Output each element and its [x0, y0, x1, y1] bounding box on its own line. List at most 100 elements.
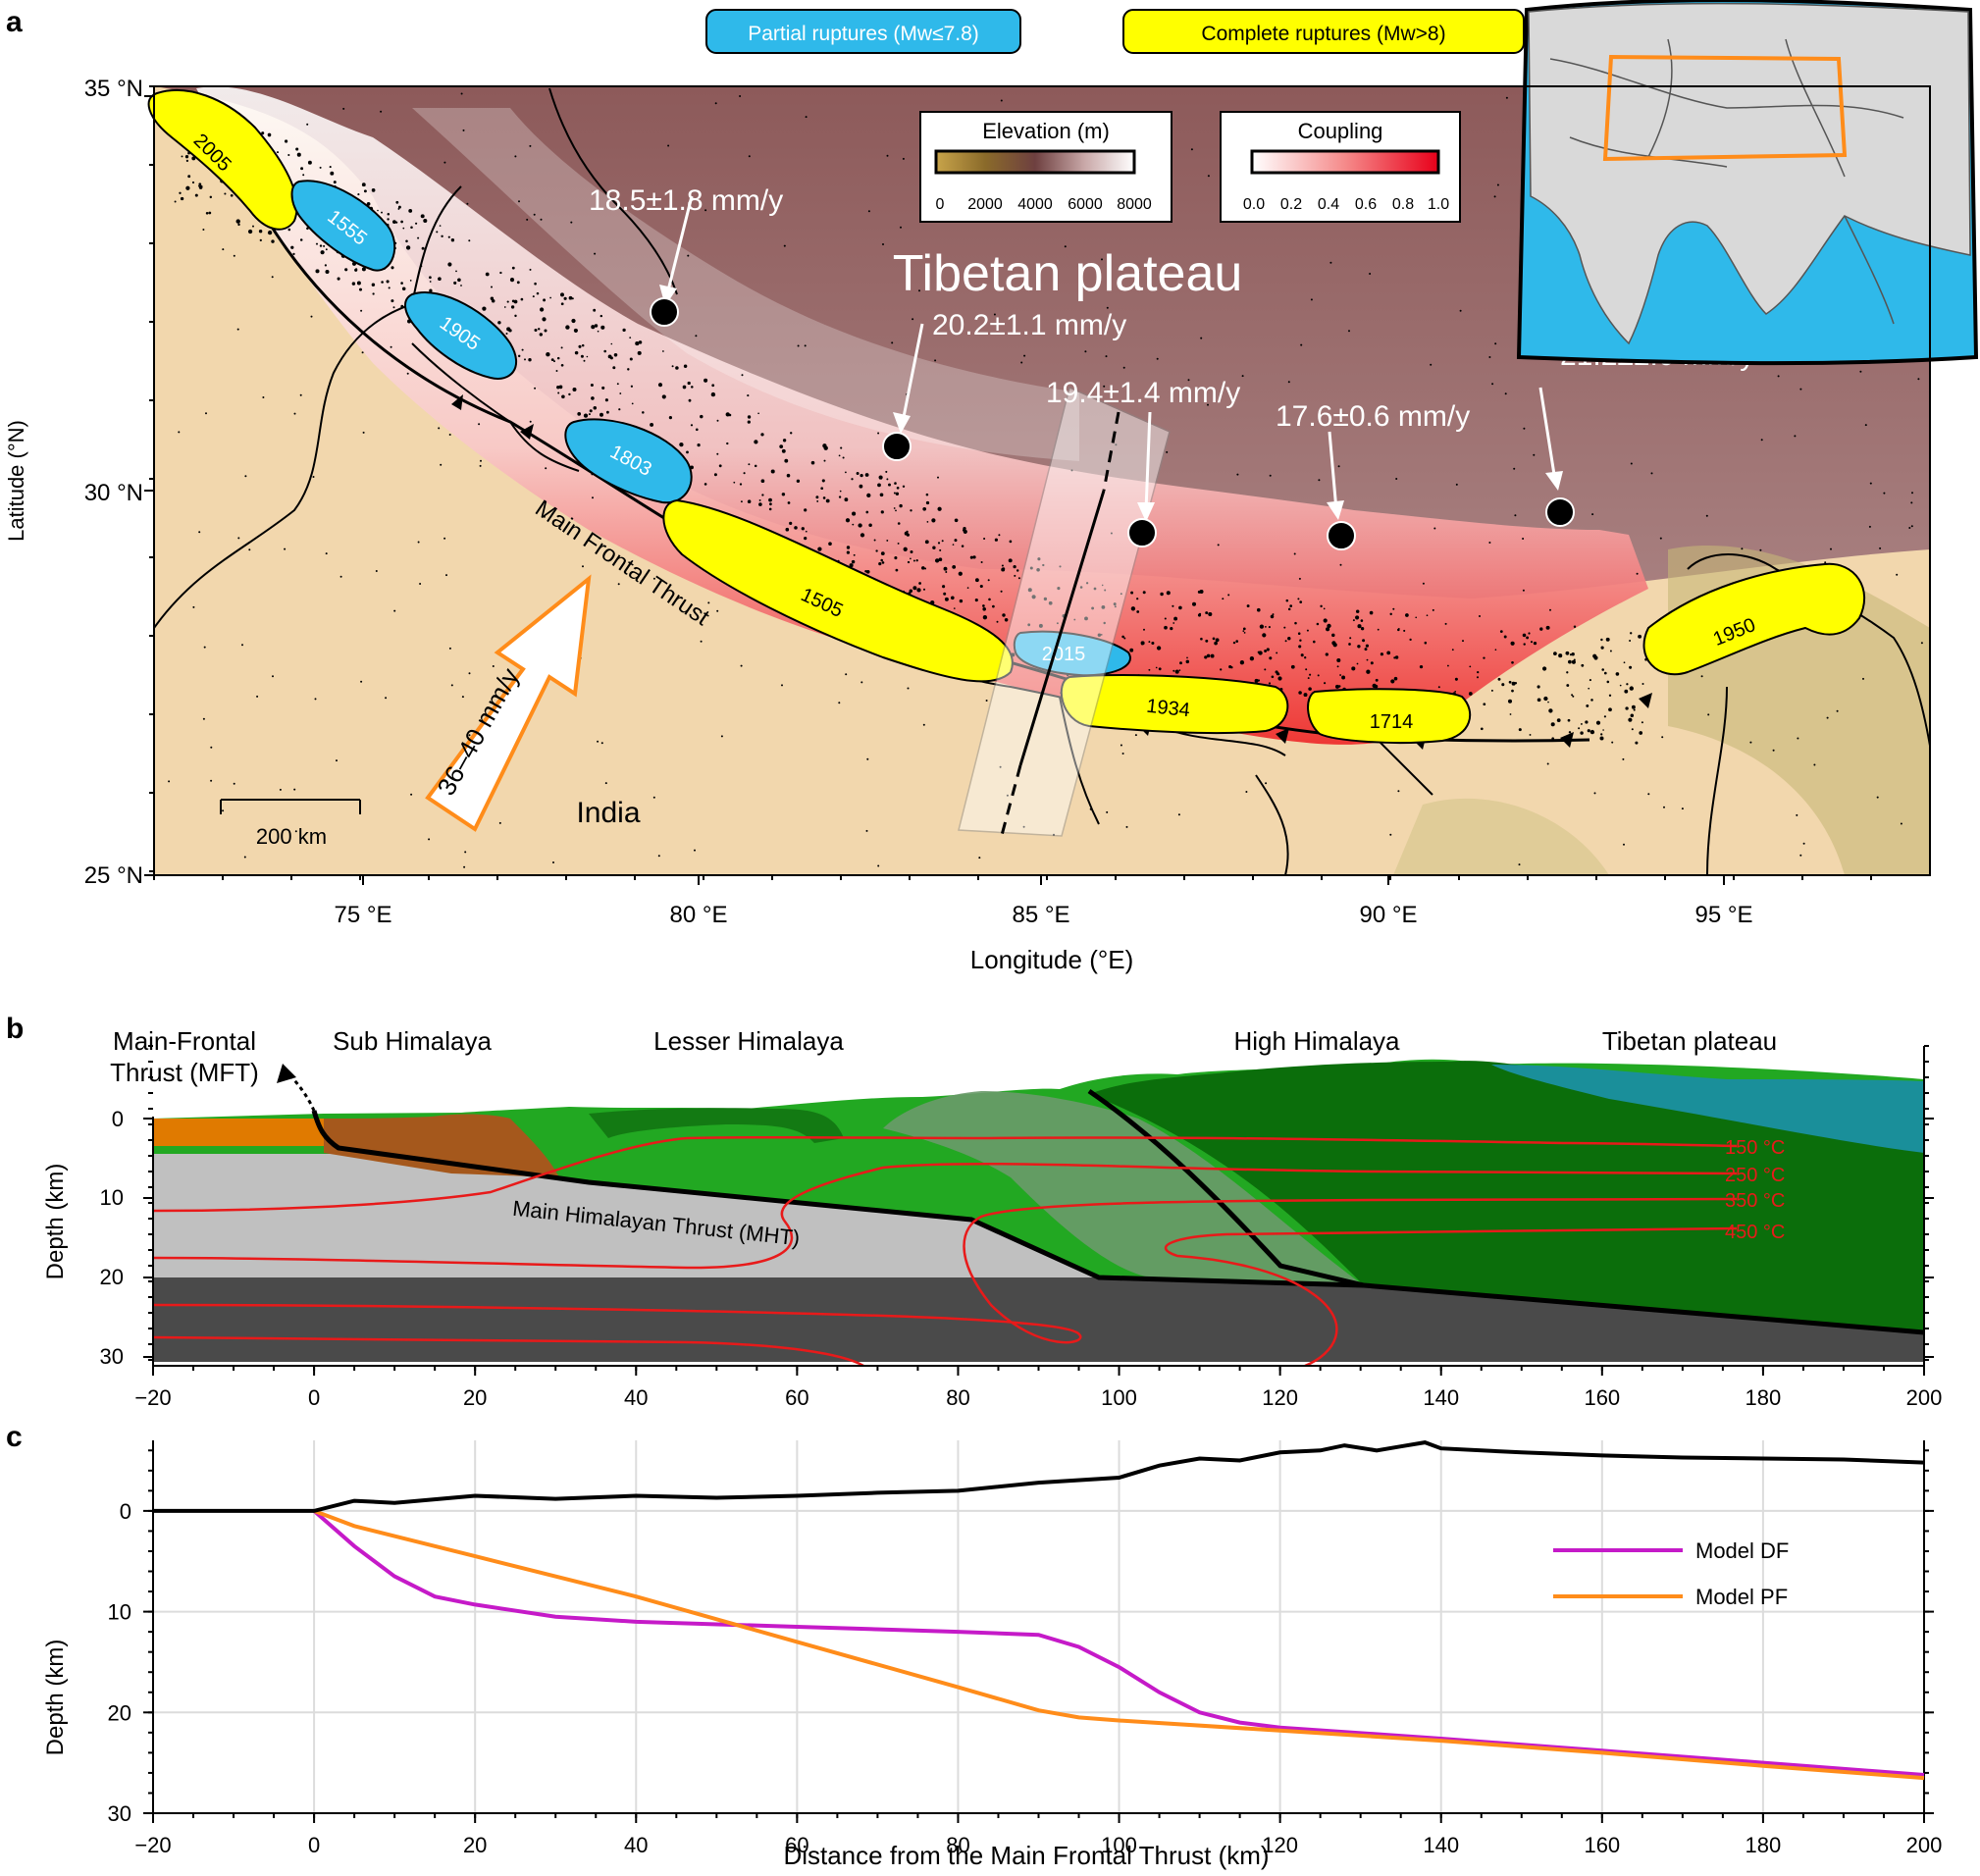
- seismic-event: [1799, 388, 1802, 391]
- lat-tick-25: 25 °N: [84, 862, 143, 889]
- seismic-event: [1572, 695, 1575, 698]
- seismic-event: [1245, 791, 1248, 793]
- seismic-event: [1123, 637, 1126, 640]
- seismic-event: [503, 306, 506, 308]
- seismic-event: [529, 268, 532, 271]
- seismic-event: [760, 479, 765, 484]
- seismic-event: [261, 131, 265, 135]
- seismic-event: [801, 527, 805, 531]
- seismic-event: [865, 829, 868, 832]
- seismic-event: [1777, 375, 1780, 378]
- seismic-event: [1545, 625, 1550, 630]
- seismic-event: [1323, 607, 1326, 610]
- gps-rate-1: 18.5±1.8 mm/y: [589, 184, 783, 217]
- seismic-event: [506, 327, 511, 332]
- seismic-event: [1589, 729, 1595, 735]
- seismic-event: [845, 673, 848, 676]
- seismic-event: [529, 420, 532, 423]
- seismic-event: [468, 239, 471, 242]
- seismic-event: [1212, 637, 1216, 641]
- seismic-event: [1568, 731, 1572, 734]
- seismic-event: [610, 342, 613, 345]
- seismic-event: [307, 160, 312, 165]
- seismic-event: [408, 208, 413, 213]
- seismic-event: [1268, 682, 1272, 685]
- seismic-event: [783, 244, 786, 247]
- seismic-event: [886, 478, 889, 481]
- seismic-event: [994, 538, 999, 542]
- seismic-event: [1101, 584, 1104, 587]
- seismic-event: [1355, 615, 1360, 620]
- seismic-event: [294, 830, 297, 833]
- seismic-event: [1264, 650, 1268, 652]
- profile-chart: −20 0 20 40 60 80 100 120 140 160 180 200 0 10 20 30: [108, 1440, 1942, 1857]
- seismic-event: [224, 192, 227, 195]
- seismic-event: [482, 306, 487, 311]
- seismic-event: [926, 521, 929, 523]
- seismic-event: [1374, 684, 1379, 689]
- seismic-event: [1217, 544, 1220, 547]
- seismic-event: [943, 592, 947, 596]
- seismic-event: [1287, 607, 1291, 611]
- seismic-event: [295, 147, 299, 151]
- seismic-event: [804, 508, 808, 512]
- seismic-event: [360, 680, 363, 683]
- seismic-event: [455, 270, 457, 273]
- seismic-event: [1158, 667, 1162, 671]
- seismic-event: [244, 475, 247, 478]
- section-xtick-label: 200: [1906, 1385, 1943, 1410]
- seismic-event: [703, 483, 707, 486]
- seismic-event: [1276, 651, 1278, 654]
- seismic-event: [1172, 622, 1175, 624]
- coupling-tick: 0.2: [1280, 196, 1302, 213]
- seismic-event: [1249, 656, 1255, 661]
- seismic-event: [466, 202, 469, 205]
- seismic-event: [361, 267, 366, 272]
- seismic-event: [1611, 741, 1614, 744]
- chart-xtick-label: 180: [1746, 1833, 1782, 1857]
- seismic-event: [599, 314, 603, 318]
- seismic-event: [1002, 567, 1006, 571]
- seismic-event: [907, 560, 911, 564]
- seismic-event: [339, 575, 342, 578]
- seismic-event: [330, 171, 335, 176]
- seismic-event: [817, 547, 822, 551]
- seismic-event: [1528, 632, 1531, 635]
- seismic-event: [758, 502, 762, 506]
- seismic-event: [1148, 668, 1151, 671]
- seismic-event: [1360, 619, 1364, 622]
- seismic-event: [357, 193, 360, 196]
- seismic-event: [586, 355, 589, 358]
- seismic-event: [897, 522, 901, 525]
- seismic-event: [436, 231, 439, 234]
- chart-ytick-label: 10: [108, 1600, 131, 1625]
- seismic-event: [782, 439, 787, 443]
- seismic-event: [739, 483, 743, 486]
- seismic-event: [356, 281, 361, 286]
- seismic-event: [386, 280, 390, 284]
- section-xtick-label: 140: [1423, 1385, 1459, 1410]
- elevation-tick: 0: [936, 196, 945, 213]
- seismic-event: [1910, 501, 1913, 504]
- seismic-event: [372, 292, 375, 295]
- seismic-event: [881, 561, 885, 564]
- seismic-event: [1200, 337, 1203, 339]
- seismic-event: [1215, 638, 1220, 643]
- seismic-event: [825, 498, 830, 503]
- seismic-event: [194, 193, 198, 197]
- seismic-event: [987, 579, 990, 582]
- seismic-event: [886, 154, 889, 157]
- seismic-event: [1573, 625, 1577, 628]
- seismic-event: [1647, 793, 1650, 796]
- seismic-event: [918, 289, 920, 292]
- seismic-event: [450, 684, 453, 687]
- seismic-event: [296, 152, 301, 157]
- seismic-event: [781, 493, 786, 496]
- seismic-event: [657, 855, 660, 858]
- seismic-event: [233, 254, 235, 257]
- lon-tick-75: 75 °E: [335, 902, 392, 928]
- seismic-event: [1455, 483, 1458, 486]
- seismic-event: [998, 534, 1001, 537]
- seismic-event: [392, 306, 395, 309]
- seismic-event: [867, 210, 870, 213]
